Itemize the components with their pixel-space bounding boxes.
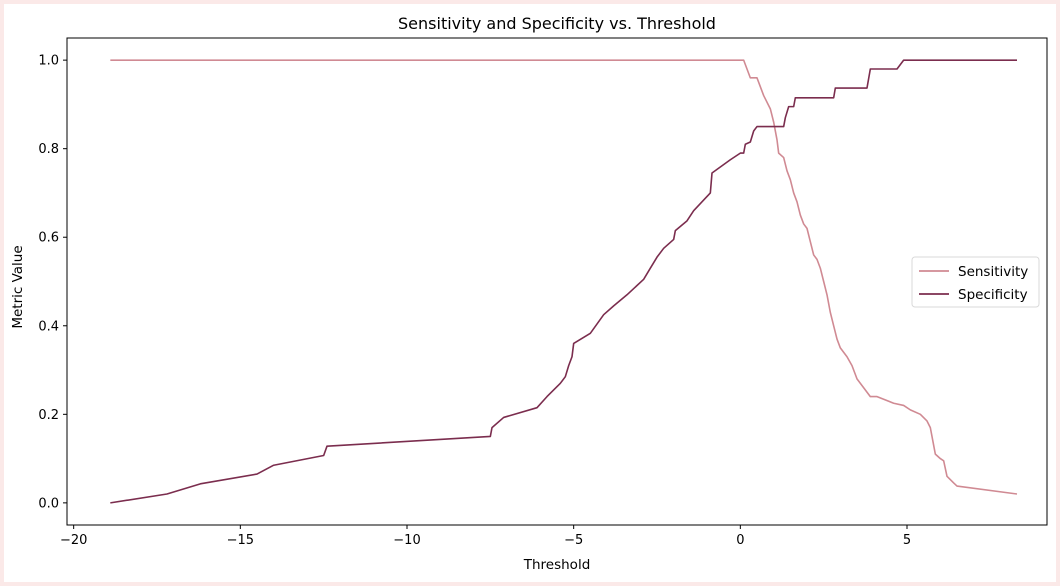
series-line-specificity — [110, 59, 1017, 504]
y-tick-label: 0.8 — [38, 142, 59, 157]
axes-frame — [66, 37, 1048, 526]
legend-label-sensitivity: Sensitivity — [958, 264, 1028, 280]
x-tick-label: −20 — [60, 533, 87, 548]
legend: Sensitivity Specificity — [911, 256, 1040, 308]
y-tick-label: 0.2 — [38, 408, 59, 423]
y-tick-label: 1.0 — [38, 54, 59, 69]
chart-figure: Sensitivity and Specificity vs. Threshol… — [4, 4, 1056, 582]
x-tick-label: 5 — [903, 533, 911, 548]
x-tick-label: −10 — [393, 533, 420, 548]
x-axis-label: Threshold — [523, 557, 591, 573]
series-line-sensitivity — [110, 59, 1018, 495]
x-tick-label: 0 — [736, 533, 744, 548]
x-tick-label: −15 — [227, 533, 254, 548]
y-tick-label: 0.0 — [38, 496, 59, 511]
legend-label-specificity: Specificity — [958, 287, 1028, 303]
y-tick-label: 0.6 — [38, 231, 59, 246]
y-tick-label: 0.4 — [38, 319, 59, 334]
x-tick-label: −5 — [564, 533, 583, 548]
plot-area: −20 −15 −10 −5 0 5 0.0 0.2 0.4 0.6 0.8 1.0 — [38, 37, 1048, 548]
chart-title: Sensitivity and Specificity vs. Threshol… — [398, 14, 716, 33]
y-axis-label: Metric Value — [10, 245, 26, 328]
chart-svg: Sensitivity and Specificity vs. Threshol… — [10, 14, 1048, 573]
